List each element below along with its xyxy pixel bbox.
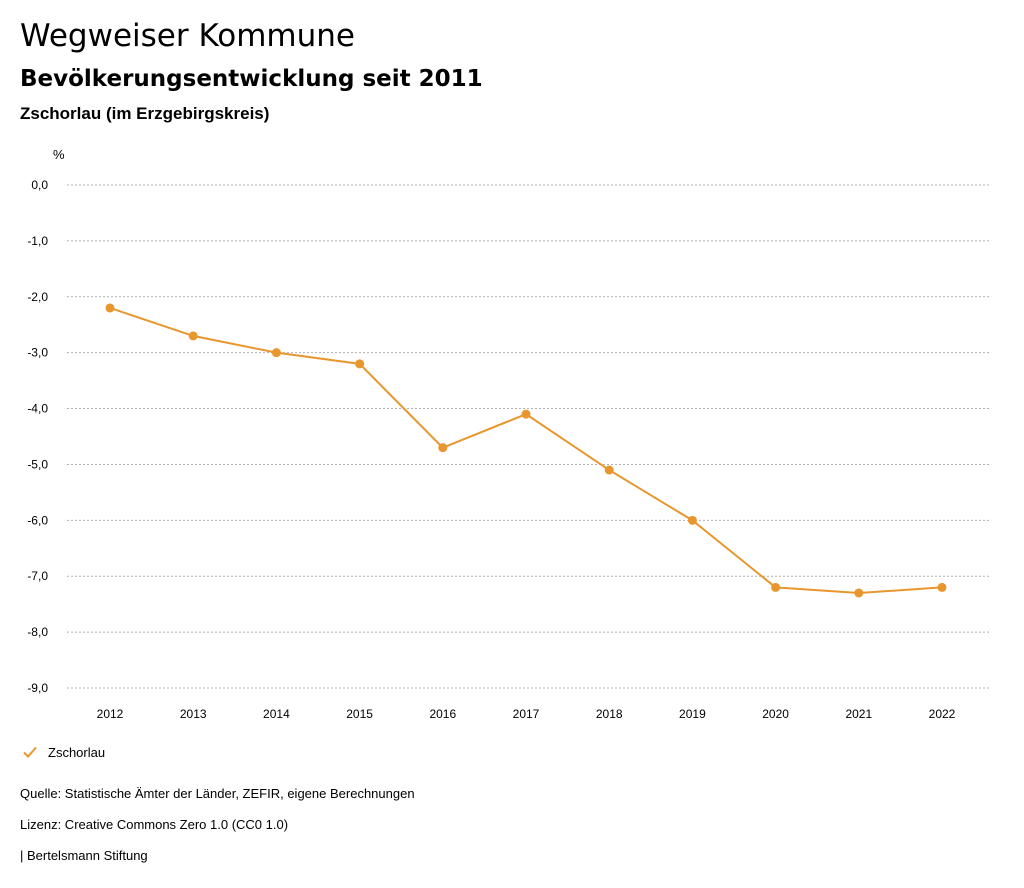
x-tick-label: 2021: [845, 707, 872, 721]
data-point[interactable]: [937, 582, 947, 592]
grid-layer: [67, 184, 990, 689]
legend[interactable]: Zschorlau: [22, 744, 105, 760]
source-note: Quelle: Statistische Ämter der Länder, Z…: [20, 786, 415, 801]
x-tick-label: 2022: [929, 707, 956, 721]
data-point[interactable]: [604, 465, 614, 475]
legend-label: Zschorlau: [48, 744, 106, 760]
y-tick-label: -8,0: [27, 625, 48, 639]
series-layer: [105, 303, 947, 598]
line-chart: 0,0-1,0-2,0-3,0-4,0-5,0-6,0-7,0-8,0-9,0 …: [27, 147, 990, 721]
data-point[interactable]: [271, 348, 281, 358]
data-point[interactable]: [854, 588, 864, 598]
check-icon: [22, 744, 38, 760]
data-point[interactable]: [105, 303, 115, 313]
brand-note: | Bertelsmann Stiftung: [20, 848, 148, 863]
y-tick-label: -6,0: [27, 513, 48, 527]
y-tick-label: 0,0: [31, 178, 48, 192]
x-axis-ticks: 2012 2013 2014 2015 2016 2017 2018 2019 2020 2021…: [97, 707, 956, 721]
y-tick-label: -1,0: [27, 234, 48, 248]
y-axis-ticks: 0,0 -1,0 -2,0 -3,0 -4,0 -5,0 -6,0 -7,0 -8,0 -9,0: [27, 178, 48, 695]
x-tick-label: 2018: [596, 707, 623, 721]
x-tick-label: 2015: [346, 707, 373, 721]
data-point[interactable]: [771, 582, 781, 592]
data-point[interactable]: [438, 443, 448, 453]
y-tick-label: -9,0: [27, 681, 48, 695]
y-tick-label: -7,0: [27, 569, 48, 583]
x-tick-label: 2014: [263, 707, 290, 721]
page-title: Wegweiser Kommune: [20, 18, 355, 54]
license-note: Lizenz: Creative Commons Zero 1.0 (CC0 1…: [20, 817, 289, 832]
data-point[interactable]: [188, 331, 198, 341]
x-tick-label: 2019: [679, 707, 706, 721]
chart-subtitle: Bevölkerungsentwicklung seit 2011: [20, 66, 483, 92]
y-tick-label: -3,0: [27, 346, 48, 360]
y-tick-label: -2,0: [27, 290, 48, 304]
x-tick-label: 2016: [429, 707, 456, 721]
y-tick-label: -4,0: [27, 402, 48, 416]
x-tick-label: 2013: [180, 707, 207, 721]
x-tick-label: 2017: [513, 707, 540, 721]
data-point[interactable]: [355, 359, 365, 369]
data-point[interactable]: [687, 515, 697, 525]
data-point[interactable]: [521, 409, 531, 419]
y-axis-label: %: [53, 147, 65, 162]
series-line: [109, 307, 943, 594]
region-label: Zschorlau (im Erzgebirgskreis): [20, 104, 270, 123]
x-tick-label: 2012: [97, 707, 124, 721]
y-tick-label: -5,0: [27, 457, 48, 471]
x-tick-label: 2020: [762, 707, 789, 721]
